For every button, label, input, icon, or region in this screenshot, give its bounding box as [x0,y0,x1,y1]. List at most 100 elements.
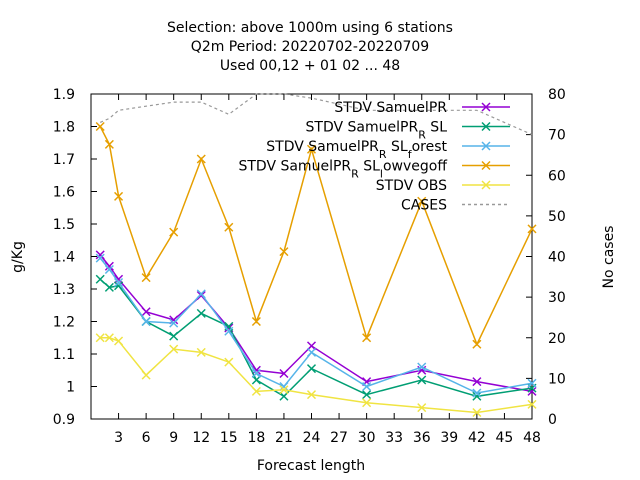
data-point [362,398,372,408]
data-point [306,390,317,400]
data-point [527,399,537,409]
data-point [114,336,124,346]
data-point [104,139,114,149]
y-axis-left: 0.9 1 1.1 1.2 1.3 1.4 1.5 1.6 1.7 1.8 1.9 [53,87,97,428]
y-tick-label: 1.4 [53,250,75,266]
data-point [104,282,114,292]
legend-marker [481,180,491,190]
y-axis-right: 0 10 20 30 40 50 60 70 80 [526,87,566,428]
data-point [114,281,124,291]
data-point [169,227,179,237]
series-line [99,126,533,347]
data-point [279,381,289,392]
series-line [100,337,533,414]
y2-tick-label: 80 [548,87,566,103]
data-point [95,253,105,263]
x-tick-label: 15 [220,430,238,446]
y-tick-label: 0.9 [53,412,75,428]
x-tick-label: 36 [413,430,431,446]
x-tick-label: 39 [440,430,458,446]
x-tick-label: 3 [114,430,123,446]
data-point [472,391,482,401]
data-point [279,247,289,257]
y-tick-label: 1.5 [53,217,75,233]
y2-tick-label: 50 [548,209,566,225]
data-point [114,191,124,201]
x-axis-label: Forecast length [257,458,365,474]
data-point [279,385,289,395]
y2-tick-label: 0 [548,412,557,428]
series-line [99,93,533,136]
series-4 [95,333,537,418]
legend-item: STDV SamuelPRR SLforest [266,139,510,161]
legend-label: STDV SamuelPR [334,100,447,116]
data-point [251,386,261,396]
legend-marker [481,160,491,171]
legend-label: STDV SamuelPRR SL [306,120,448,142]
data-point [306,341,317,351]
data-point [196,347,206,357]
x-tick-label: 12 [192,430,210,446]
data-point [306,347,317,357]
x-tick-label: 9 [169,430,178,446]
data-point [362,381,372,392]
legend-marker [481,141,491,151]
y2-tick-label: 10 [548,371,566,387]
title-line-2: Q2m Period: 20220702-20220709 [191,39,429,55]
x-tick-label: 27 [330,430,348,446]
data-point [306,364,317,374]
x-tick-label: 18 [247,430,265,446]
data-point [169,331,179,341]
data-point [196,154,206,164]
data-point [472,339,482,349]
data-point [527,224,537,234]
legend-item: STDV SamuelPRR SLlowvegoff [238,159,510,181]
data-point [251,365,261,375]
data-point [169,344,179,354]
series-layer [95,93,537,418]
x-tick-label: 48 [523,430,541,446]
y-tick-label: 1 [66,380,75,396]
legend-item: CASES [401,198,510,214]
data-point [362,390,372,400]
x-tick-label: 42 [468,430,486,446]
series-1 [95,274,537,401]
data-point [251,375,261,385]
data-point [527,378,537,388]
data-point [224,222,234,232]
data-point [196,289,206,299]
data-point [95,121,105,132]
legend-marker [481,121,491,132]
legend-label: STDV SamuelPRR SLforest [266,139,447,161]
y2-tick-label: 60 [548,168,566,184]
series-line [99,257,533,394]
title-line-3: Used 00,12 + 01 02 ... 48 [220,58,400,74]
chart-title: Selection: above 1000m using 6 stations … [167,20,453,74]
data-point [114,277,124,288]
y-tick-label: 1.2 [53,315,75,331]
data-point [362,333,372,343]
series-line [99,254,533,393]
y-tick-label: 1.7 [53,152,75,168]
x-tick-label: 21 [275,430,293,446]
data-point [104,333,114,343]
x-tick-label: 24 [303,430,321,446]
data-point [95,274,105,284]
data-point [472,407,482,418]
legend-marker [481,102,491,112]
data-point [141,316,151,327]
y-tick-label: 1.1 [53,347,75,363]
series-3 [95,121,537,349]
data-point [251,368,261,379]
data-point [104,261,114,271]
y-tick-label: 1.3 [53,282,75,298]
y-tick-label: 1.8 [53,120,75,136]
x-tick-label: 30 [358,430,376,446]
legend-label: STDV SamuelPRR SLlowvegoff [238,159,447,181]
data-point [141,370,151,380]
series-2 [95,253,537,398]
data-point [306,144,317,154]
series-line [99,278,533,398]
data-point [417,362,427,372]
